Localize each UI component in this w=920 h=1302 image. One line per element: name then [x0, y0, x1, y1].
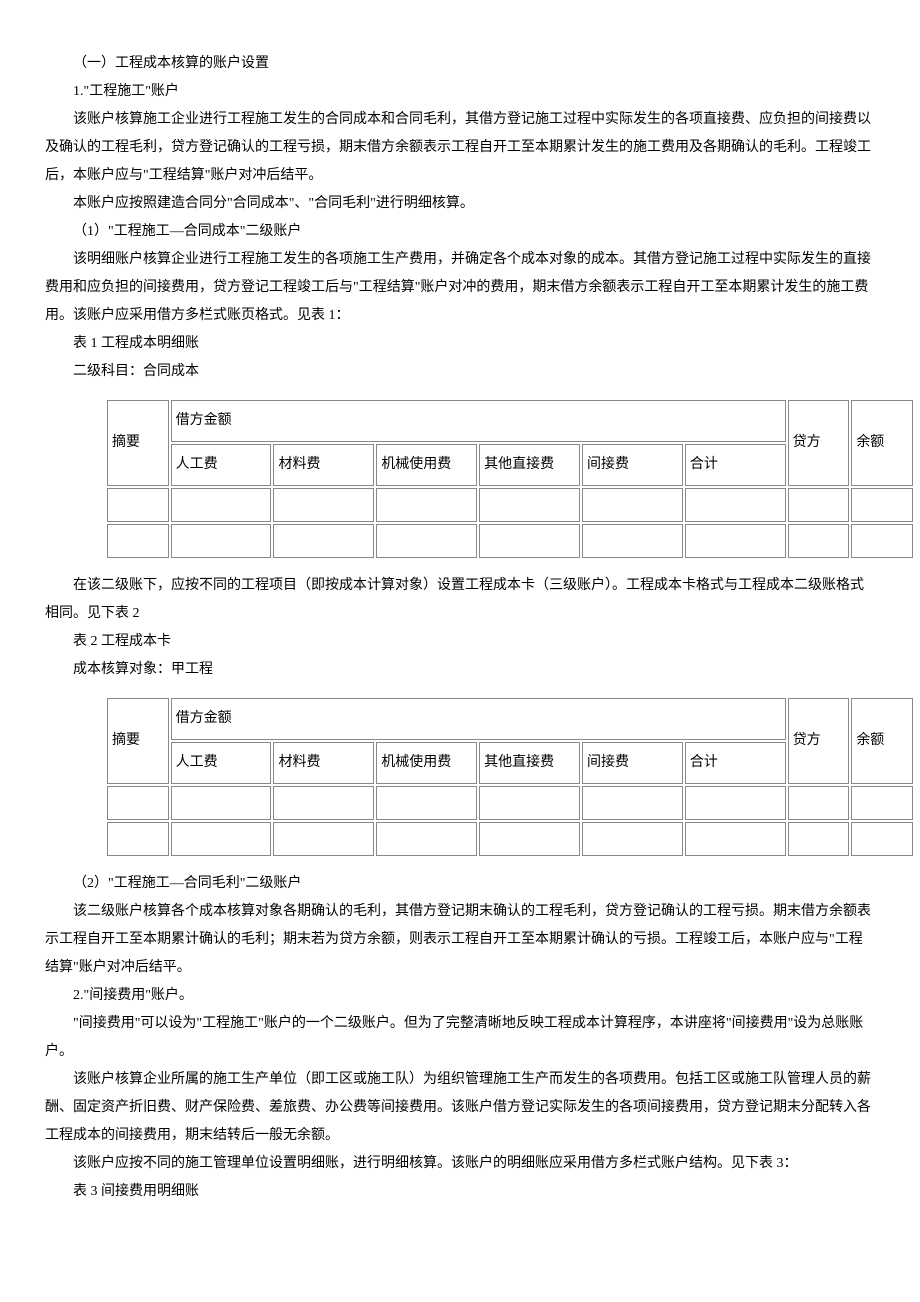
heading-sub-1: （1）"工程施工—合同成本"二级账户 — [45, 218, 875, 246]
th-indirect: 间接费 — [582, 444, 683, 486]
th-total: 合计 — [685, 444, 786, 486]
th-material: 材料费 — [273, 742, 374, 784]
heading-account-1: 1."工程施工"账户 — [45, 78, 875, 106]
table-row — [107, 524, 913, 558]
th-machine: 机械使用费 — [376, 742, 477, 784]
th-total: 合计 — [685, 742, 786, 784]
table-2-cost-card: 摘要 借方金额 贷方 余额 人工费 材料费 机械使用费 其他直接费 间接费 合计 — [105, 696, 915, 858]
table-1-cost-detail: 摘要 借方金额 贷方 余额 人工费 材料费 机械使用费 其他直接费 间接费 合计 — [105, 398, 915, 560]
table-2-caption: 表 2 工程成本卡 — [45, 628, 875, 656]
th-indirect: 间接费 — [582, 742, 683, 784]
paragraph-17: 该账户应按不同的施工管理单位设置明细账，进行明细核算。该账户的明细账应采用借方多… — [45, 1150, 875, 1178]
paragraph-4: 本账户应按照建造合同分"合同成本"、"合同毛利"进行明细核算。 — [45, 190, 875, 218]
table-row — [107, 822, 913, 856]
table-row — [107, 786, 913, 820]
th-machine: 机械使用费 — [376, 444, 477, 486]
th-balance: 余额 — [851, 400, 913, 486]
th-material: 材料费 — [273, 444, 374, 486]
th-debit: 借方金额 — [171, 698, 786, 740]
heading-sub-2: （2）"工程施工—合同毛利"二级账户 — [45, 870, 875, 898]
th-credit: 贷方 — [788, 698, 850, 784]
th-other: 其他直接费 — [479, 742, 580, 784]
table-2-subtitle: 成本核算对象：甲工程 — [45, 656, 875, 684]
th-summary: 摘要 — [107, 400, 169, 486]
th-summary: 摘要 — [107, 698, 169, 784]
heading-section: （一）工程成本核算的账户设置 — [45, 50, 875, 78]
table-3-caption: 表 3 间接费用明细账 — [45, 1178, 875, 1206]
th-debit: 借方金额 — [171, 400, 786, 442]
heading-account-2: 2."间接费用"账户。 — [45, 982, 875, 1010]
table-1-subtitle: 二级科目：合同成本 — [45, 358, 875, 386]
th-labor: 人工费 — [171, 444, 272, 486]
paragraph-3: 该账户核算施工企业进行工程施工发生的合同成本和合同毛利，其借方登记施工过程中实际… — [45, 106, 875, 190]
paragraph-15: "间接费用"可以设为"工程施工"账户的一个二级账户。但为了完整清晰地反映工程成本… — [45, 1010, 875, 1066]
table-1-caption: 表 1 工程成本明细账 — [45, 330, 875, 358]
th-balance: 余额 — [851, 698, 913, 784]
table-row — [107, 488, 913, 522]
paragraph-6: 该明细账户核算企业进行工程施工发生的各项施工生产费用，并确定各个成本对象的成本。… — [45, 246, 875, 330]
paragraph-13: 该二级账户核算各个成本核算对象各期确认的毛利，其借方登记期末确认的工程毛利，贷方… — [45, 898, 875, 982]
th-other: 其他直接费 — [479, 444, 580, 486]
th-credit: 贷方 — [788, 400, 850, 486]
th-labor: 人工费 — [171, 742, 272, 784]
paragraph-16: 该账户核算企业所属的施工生产单位（即工区或施工队）为组织管理施工生产而发生的各项… — [45, 1066, 875, 1150]
paragraph-9: 在该二级账下，应按不同的工程项目（即按成本计算对象）设置工程成本卡（三级账户）。… — [45, 572, 875, 628]
